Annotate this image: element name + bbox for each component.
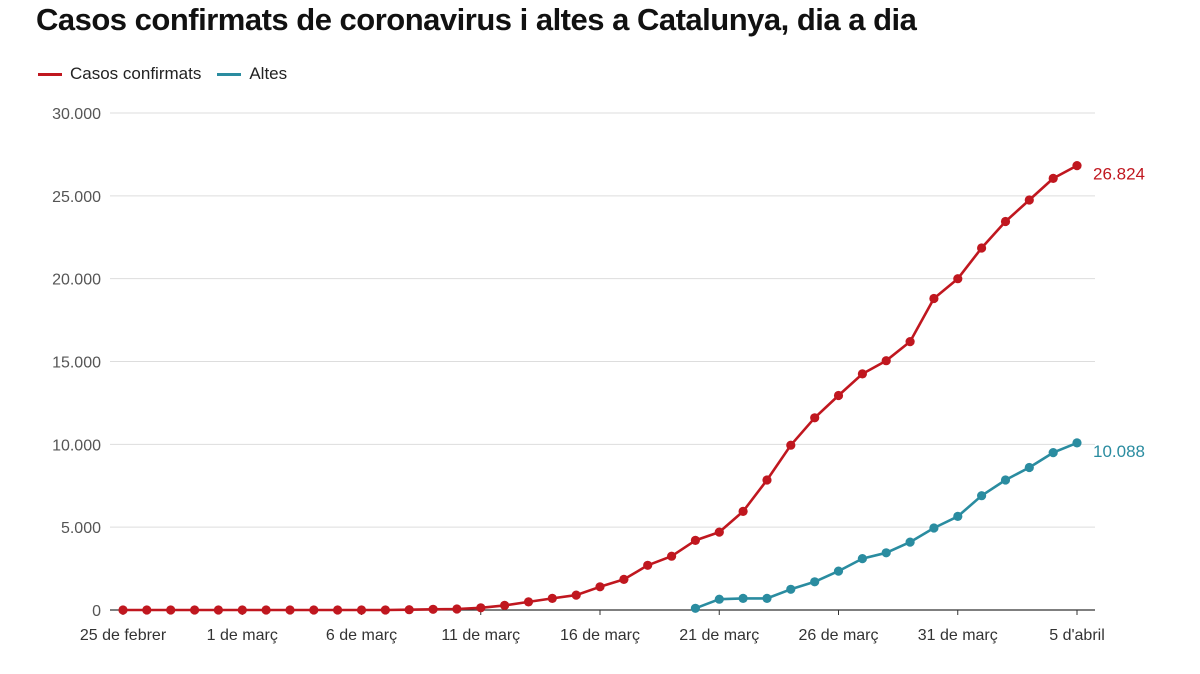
data-point-1 <box>953 511 963 521</box>
data-point-0 <box>833 390 844 401</box>
data-point-1 <box>857 554 868 564</box>
data-point-0 <box>309 605 319 615</box>
legend-item-altes: Altes <box>217 64 287 84</box>
data-point-0 <box>929 293 939 304</box>
data-point-1 <box>738 593 748 604</box>
y-tick-label: 5.000 <box>61 520 101 537</box>
data-point-0 <box>738 506 748 516</box>
data-point-0 <box>643 560 653 570</box>
x-tick-label: 11 de març <box>441 627 520 644</box>
legend-label-casos: Casos confirmats <box>70 64 202 83</box>
data-point-1 <box>833 566 844 576</box>
data-point-1 <box>881 548 891 558</box>
data-point-0 <box>595 582 605 592</box>
data-point-0 <box>261 605 271 615</box>
data-point-0 <box>356 605 367 615</box>
y-tick-label: 15.000 <box>52 355 101 372</box>
x-tick-label: 5 d'abril <box>1049 627 1105 644</box>
data-point-0 <box>476 603 486 613</box>
data-point-0 <box>142 605 152 615</box>
x-tick-label: 31 de març <box>918 627 998 644</box>
data-point-0 <box>1024 195 1034 205</box>
chart-title: Casos confirmats de coronavirus i altes … <box>36 2 917 37</box>
data-point-0 <box>690 535 701 546</box>
y-tick-label: 10.000 <box>52 437 101 454</box>
legend-label-altes: Altes <box>249 64 288 83</box>
end-label-0: 26.824 <box>1093 165 1145 184</box>
data-point-1 <box>690 603 701 613</box>
data-point-0 <box>667 551 677 561</box>
data-point-0 <box>523 597 534 607</box>
legend-item-casos: Casos confirmats <box>38 64 201 84</box>
data-point-0 <box>380 605 390 615</box>
data-point-0 <box>285 605 295 615</box>
data-point-0 <box>619 574 629 585</box>
data-point-0 <box>977 243 987 253</box>
data-point-1 <box>1048 448 1058 458</box>
data-point-0 <box>333 605 343 615</box>
y-tick-label: 20.000 <box>52 272 101 289</box>
y-tick-label: 30.000 <box>52 106 101 123</box>
data-point-1 <box>929 523 939 533</box>
data-point-0 <box>237 605 247 615</box>
data-point-0 <box>786 440 796 450</box>
data-point-0 <box>714 527 724 537</box>
data-point-1 <box>810 577 820 587</box>
data-point-0 <box>1000 216 1011 227</box>
data-point-0 <box>547 593 557 604</box>
legend-swatch-casos <box>38 72 62 76</box>
data-point-1 <box>714 594 724 604</box>
x-tick-label: 16 de març <box>560 627 640 644</box>
data-point-0 <box>905 337 915 347</box>
x-tick-label: 6 de març <box>326 627 397 644</box>
data-point-0 <box>1048 173 1058 183</box>
data-point-1 <box>786 584 796 594</box>
data-point-0 <box>118 605 128 615</box>
data-point-0 <box>857 369 868 379</box>
data-point-0 <box>452 604 462 614</box>
x-tick-label: 1 de març <box>207 627 278 644</box>
x-tick-label: 26 de març <box>798 627 878 644</box>
x-tick-label: 21 de març <box>679 627 759 644</box>
series-line-1 <box>694 441 1078 610</box>
data-point-0 <box>953 274 963 284</box>
data-point-1 <box>1024 462 1034 473</box>
y-tick-label: 25.000 <box>52 189 101 206</box>
data-point-0 <box>500 600 510 611</box>
legend-swatch-altes <box>217 72 242 76</box>
data-point-1 <box>762 593 772 604</box>
data-point-0 <box>1072 161 1082 171</box>
data-point-1 <box>905 537 915 547</box>
data-point-0 <box>213 605 223 615</box>
series-line-0 <box>123 164 1078 612</box>
data-point-0 <box>428 604 438 614</box>
data-point-0 <box>190 605 200 615</box>
data-point-0 <box>810 413 820 423</box>
x-tick-label: 25 de febrer <box>80 627 167 644</box>
data-point-0 <box>571 590 581 600</box>
data-point-0 <box>404 605 414 615</box>
data-point-1 <box>1072 438 1082 448</box>
chart-legend: Casos confirmats Altes <box>38 64 303 84</box>
data-point-0 <box>166 605 176 615</box>
y-tick-label: 0 <box>92 603 101 620</box>
data-point-0 <box>762 475 772 485</box>
data-point-1 <box>977 491 987 501</box>
data-point-1 <box>1000 475 1011 485</box>
end-label-1: 10.088 <box>1093 442 1145 461</box>
data-point-0 <box>881 356 891 366</box>
